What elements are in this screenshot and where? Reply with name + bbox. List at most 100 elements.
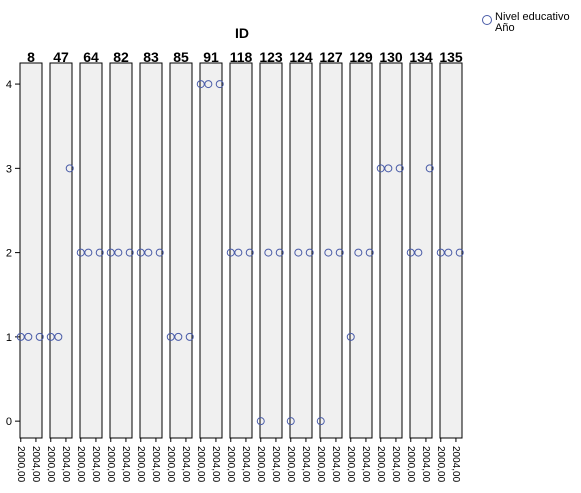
x-tick-label: 2004,00	[420, 446, 431, 483]
chart-title: ID	[235, 25, 249, 41]
point	[275, 248, 284, 257]
panel	[19, 62, 43, 439]
panel-title: 82	[113, 49, 129, 65]
point	[455, 248, 464, 257]
x-tick-label: 2004,00	[210, 446, 221, 483]
x-tick-label: 2004,00	[360, 446, 371, 483]
x-tick-label: 2000,00	[435, 446, 446, 483]
x-tick-label: 2004,00	[330, 446, 341, 483]
panel-title: 85	[173, 49, 189, 65]
point	[414, 248, 423, 257]
point	[444, 248, 453, 257]
point	[226, 248, 235, 257]
x-tick-label: 2004,00	[450, 446, 461, 483]
legend-label: Año	[495, 22, 515, 34]
x-tick-label: 2000,00	[285, 446, 296, 483]
x-tick-label: 2004,00	[180, 446, 191, 483]
panel-title: 134	[409, 49, 433, 65]
point	[16, 332, 25, 341]
x-tick-label: 2000,00	[45, 446, 56, 483]
point	[144, 248, 153, 257]
point	[425, 164, 434, 173]
point	[354, 248, 363, 257]
x-tick-label: 2004,00	[120, 446, 131, 483]
point	[155, 248, 164, 257]
panel-title: 124	[289, 49, 313, 65]
point	[125, 248, 134, 257]
y-tick-label: 3	[6, 163, 12, 175]
point	[294, 248, 303, 257]
panel-title: 91	[203, 49, 219, 65]
legend-label: Nivel educativo	[495, 11, 570, 23]
panel-title: 64	[83, 49, 99, 65]
point	[185, 332, 194, 341]
point	[395, 164, 404, 173]
x-tick-label: 2004,00	[30, 446, 41, 483]
x-tick-label: 2000,00	[195, 446, 206, 483]
panel-title: 135	[439, 49, 463, 65]
x-tick-label: 2000,00	[315, 446, 326, 483]
point	[346, 332, 355, 341]
panel	[169, 62, 193, 439]
point	[406, 248, 415, 257]
point	[35, 332, 44, 341]
point	[166, 332, 175, 341]
point	[384, 164, 393, 173]
x-tick-label: 2000,00	[75, 446, 86, 483]
point	[95, 248, 104, 257]
y-tick-label: 1	[6, 332, 12, 344]
point	[245, 248, 254, 257]
point	[174, 332, 183, 341]
x-tick-label: 2000,00	[135, 446, 146, 483]
point	[136, 248, 145, 257]
point	[106, 248, 115, 257]
y-tick-label: 0	[6, 416, 12, 428]
panel	[199, 62, 223, 439]
x-tick-label: 2000,00	[15, 446, 26, 483]
point	[215, 80, 224, 89]
point	[24, 332, 33, 341]
x-tick-label: 2000,00	[105, 446, 116, 483]
panel-title: 118	[230, 49, 253, 65]
x-tick-label: 2004,00	[270, 446, 281, 483]
point	[65, 164, 74, 173]
point	[436, 248, 445, 257]
point	[114, 248, 123, 257]
panel	[49, 62, 73, 439]
point	[196, 80, 205, 89]
point	[76, 248, 85, 257]
x-tick-label: 2004,00	[60, 446, 71, 483]
x-tick-label: 2004,00	[240, 446, 251, 483]
panel-title: 8	[27, 49, 35, 65]
point	[54, 332, 63, 341]
point	[335, 248, 344, 257]
y-tick-label: 4	[6, 79, 12, 91]
panel	[379, 62, 403, 439]
x-tick-label: 2000,00	[165, 446, 176, 483]
x-tick-label: 2000,00	[405, 446, 416, 483]
point	[365, 248, 374, 257]
x-tick-label: 2004,00	[150, 446, 161, 483]
x-tick-label: 2000,00	[255, 446, 266, 483]
x-tick-label: 2000,00	[225, 446, 236, 483]
x-tick-label: 2004,00	[300, 446, 311, 483]
panel-title: 127	[319, 49, 343, 65]
point	[316, 417, 325, 426]
point	[324, 248, 333, 257]
x-tick-label: 2000,00	[345, 446, 356, 483]
y-tick-label: 2	[6, 248, 12, 260]
point	[264, 248, 273, 257]
point	[204, 80, 213, 89]
point	[305, 248, 314, 257]
x-tick-label: 2004,00	[90, 446, 101, 483]
panel-title: 123	[259, 49, 283, 65]
point	[46, 332, 55, 341]
point	[84, 248, 93, 257]
x-tick-label: 2000,00	[375, 446, 386, 483]
panel-title: 47	[53, 49, 69, 65]
point	[376, 164, 385, 173]
x-tick-label: 2004,00	[390, 446, 401, 483]
point	[256, 417, 265, 426]
panel-title: 129	[349, 49, 373, 65]
